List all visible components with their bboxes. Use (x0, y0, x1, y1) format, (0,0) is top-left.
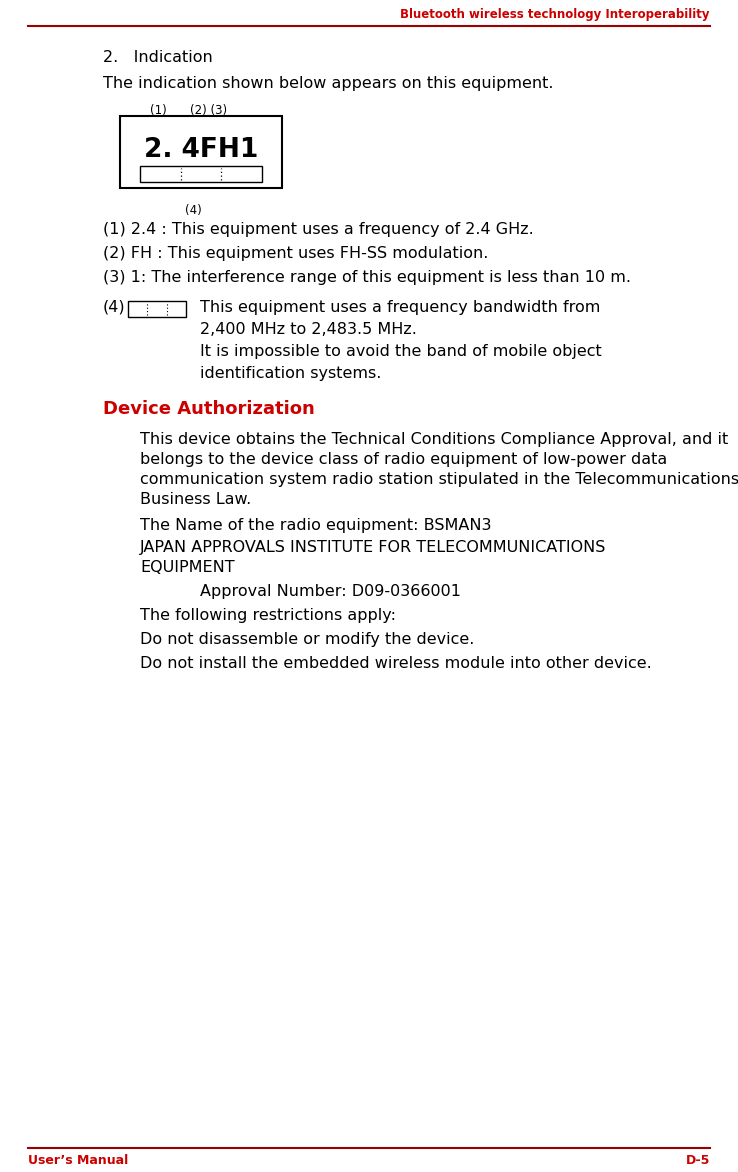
Text: (4): (4) (103, 300, 125, 315)
Text: The following restrictions apply:: The following restrictions apply: (140, 608, 396, 624)
Text: 2. 4FH1: 2. 4FH1 (144, 137, 258, 163)
Text: This device obtains the Technical Conditions Compliance Approval, and it: This device obtains the Technical Condit… (140, 432, 728, 447)
Text: This equipment uses a frequency bandwidth from: This equipment uses a frequency bandwidt… (200, 300, 601, 315)
Text: The indication shown below appears on this equipment.: The indication shown below appears on th… (103, 76, 554, 91)
Text: Bluetooth wireless technology Interoperability: Bluetooth wireless technology Interopera… (401, 8, 710, 21)
Text: Do not install the embedded wireless module into other device.: Do not install the embedded wireless mod… (140, 656, 652, 672)
Text: 2,400 MHz to 2,483.5 MHz.: 2,400 MHz to 2,483.5 MHz. (200, 322, 417, 338)
Text: (1): (1) (150, 104, 167, 117)
Text: The Name of the radio equipment: BSMAN3: The Name of the radio equipment: BSMAN3 (140, 518, 492, 533)
Text: identification systems.: identification systems. (200, 366, 382, 381)
Text: D-5: D-5 (686, 1154, 710, 1167)
Text: Approval Number: D09-0366001: Approval Number: D09-0366001 (200, 584, 461, 599)
Text: communication system radio station stipulated in the Telecommunications: communication system radio station stipu… (140, 472, 738, 488)
Text: JAPAN APPROVALS INSTITUTE FOR TELECOMMUNICATIONS: JAPAN APPROVALS INSTITUTE FOR TELECOMMUN… (140, 540, 607, 556)
Text: 2.   Indication: 2. Indication (103, 50, 213, 64)
Text: belongs to the device class of radio equipment of low-power data: belongs to the device class of radio equ… (140, 452, 667, 466)
Text: (3) 1: The interference range of this equipment is less than 10 m.: (3) 1: The interference range of this eq… (103, 270, 631, 285)
Bar (120, 116, 282, 188)
Text: It is impossible to avoid the band of mobile object: It is impossible to avoid the band of mo… (200, 345, 601, 359)
Text: EQUIPMENT: EQUIPMENT (140, 560, 235, 575)
Text: Do not disassemble or modify the device.: Do not disassemble or modify the device. (140, 632, 475, 647)
Text: (4): (4) (184, 204, 201, 217)
Text: Business Law.: Business Law. (140, 492, 251, 507)
Text: (2) FH : This equipment uses FH-SS modulation.: (2) FH : This equipment uses FH-SS modul… (103, 246, 489, 261)
Bar (140, 166, 262, 182)
Text: (2) (3): (2) (3) (190, 104, 227, 117)
Text: (1) 2.4 : This equipment uses a frequency of 2.4 GHz.: (1) 2.4 : This equipment uses a frequenc… (103, 222, 534, 237)
Text: Device Authorization: Device Authorization (103, 400, 314, 418)
Bar (128, 301, 186, 316)
Text: User’s Manual: User’s Manual (28, 1154, 128, 1167)
